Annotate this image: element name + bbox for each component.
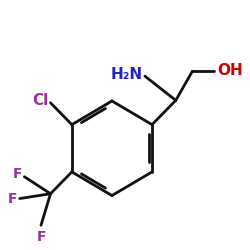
Text: OH: OH — [217, 62, 243, 78]
Text: F: F — [12, 167, 22, 181]
Text: H₂N: H₂N — [110, 68, 142, 82]
Text: F: F — [8, 192, 17, 205]
Text: F: F — [36, 230, 46, 244]
Text: Cl: Cl — [32, 93, 48, 108]
